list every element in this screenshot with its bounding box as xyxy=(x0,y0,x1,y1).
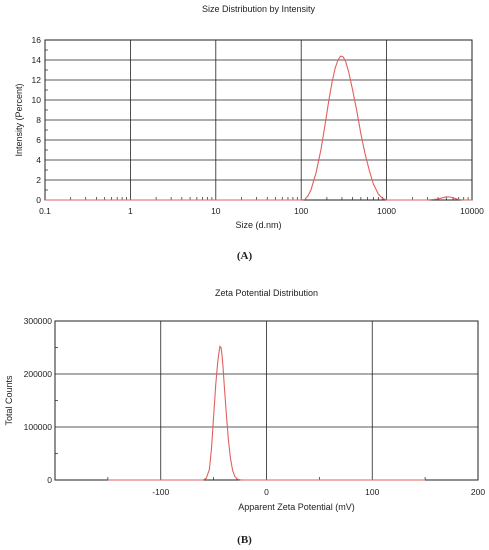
chart-a-x-axis-label: Size (d.nm) xyxy=(235,220,281,230)
chart-a-x-tick-label: 1000 xyxy=(377,206,396,216)
chart-a-gridlines xyxy=(44,39,473,201)
chart-a-y-tick-labels: 0 2 4 6 8 10 12 14 16 xyxy=(32,35,42,205)
chart-a-x-tick-label: 10 xyxy=(211,206,221,216)
chart-b-x-tick-labels: -100 0 100 200 xyxy=(152,487,485,497)
chart-a-series-line xyxy=(45,55,472,201)
chart-a-y-tick-label: 0 xyxy=(36,195,41,205)
chart-b-title: Zeta Potential Distribution xyxy=(215,288,318,298)
chart-b-gridlines xyxy=(55,320,478,481)
zeta-potential-chart: Zeta Potential Distribution -100 0 100 200 … xyxy=(4,288,485,512)
chart-b-y-axis-label: Total Counts xyxy=(4,375,14,426)
size-distribution-chart: Size Distribution by Intensity 0.1 1 10 100… xyxy=(14,4,484,230)
chart-a-caption: (A) xyxy=(236,250,253,262)
chart-a-x-tick-label: 1 xyxy=(128,206,133,216)
chart-b-x-tick-label: 100 xyxy=(365,487,379,497)
chart-a-minor-ticks xyxy=(45,49,469,200)
chart-b-y-tick-label: 300000 xyxy=(24,316,53,326)
chart-a-y-tick-label: 8 xyxy=(36,115,41,125)
chart-a-y-tick-label: 10 xyxy=(32,95,42,105)
chart-a-y-tick-label: 16 xyxy=(32,35,42,45)
chart-b-y-tick-label: 100000 xyxy=(24,422,53,432)
chart-a-x-tick-labels: 0.1 1 10 100 1000 10000 xyxy=(39,206,484,216)
chart-a-title: Size Distribution by Intensity xyxy=(202,4,316,14)
chart-b-x-tick-label: 0 xyxy=(264,487,269,497)
chart-a-y-tick-label: 12 xyxy=(32,75,42,85)
chart-b-x-tick-label: 200 xyxy=(471,487,485,497)
chart-a-x-tick-label: 100 xyxy=(294,206,308,216)
chart-a-y-tick-label: 2 xyxy=(36,175,41,185)
chart-b-y-tick-label: 0 xyxy=(47,475,52,485)
chart-a-y-tick-label: 6 xyxy=(36,135,41,145)
chart-b-caption: (B) xyxy=(237,534,252,546)
chart-b-series-line xyxy=(107,345,426,481)
chart-b-x-tick-label: -100 xyxy=(152,487,169,497)
chart-b-x-axis-label: Apparent Zeta Potential (mV) xyxy=(238,502,355,512)
chart-b-minor-ticks xyxy=(55,347,426,480)
chart-b-y-tick-labels: 0 100000 200000 300000 xyxy=(24,316,53,485)
chart-a-y-tick-label: 14 xyxy=(32,55,42,65)
chart-b-y-tick-label: 200000 xyxy=(24,369,53,379)
chart-a-x-tick-label: 10000 xyxy=(460,206,484,216)
chart-a-x-tick-label: 0.1 xyxy=(39,206,51,216)
chart-a-y-tick-label: 4 xyxy=(36,155,41,165)
chart-a-y-axis-label: Intensity (Percent) xyxy=(14,83,24,156)
